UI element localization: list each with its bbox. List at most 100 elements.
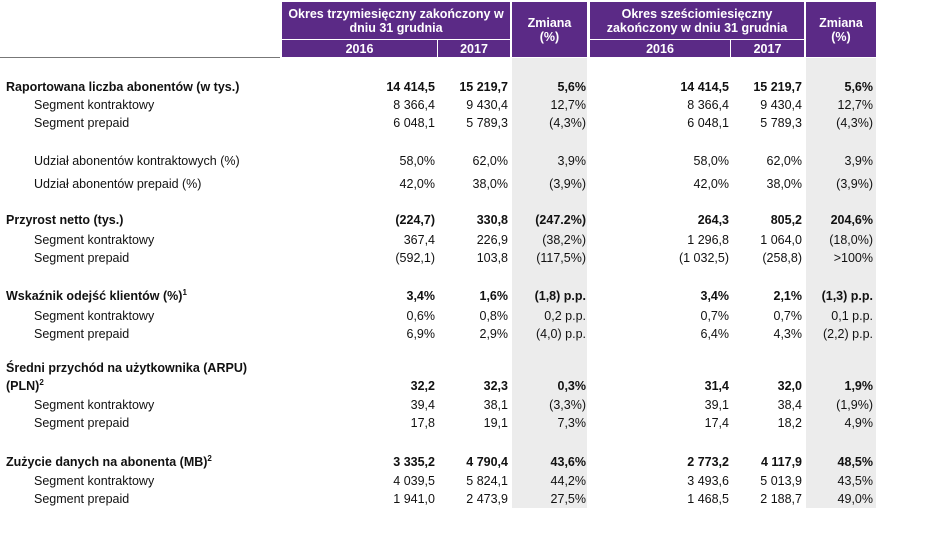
quarter-2016-cell: 8 366,4: [393, 98, 435, 112]
halfyear-2016-cell: 1 468,5: [687, 492, 729, 506]
halfyear-change-cell: 43,5%: [837, 474, 873, 488]
halfyear-2017-cell: 38,4: [777, 398, 802, 412]
quarter-change-cell: 43,6%: [550, 455, 586, 469]
quarter-2017-cell: 4 790,4: [466, 455, 508, 469]
quarter-2017-cell: 62,0%: [472, 154, 508, 168]
halfyear-2017-cell: 18,2: [777, 416, 802, 430]
halfyear-2016-cell: 42,0%: [693, 177, 729, 191]
row-label-text: Wskaźnik odejść klientów (%): [6, 289, 183, 303]
quarter-2016-cell: 32,2: [410, 379, 435, 393]
quarter-2017-cell: 15 219,7: [459, 80, 508, 94]
row-label-text: Segment kontraktowy: [34, 398, 155, 412]
quarter-2017-cell: 38,1: [483, 398, 508, 412]
halfyear-2016-cell: 1 296,8: [687, 233, 729, 247]
halfyear-2016-cell: 39,1: [704, 398, 729, 412]
row-label: Segment prepaid: [34, 490, 129, 508]
halfyear-change-cell: 49,0%: [837, 492, 873, 506]
quarter-2016-cell: 58,0%: [399, 154, 435, 168]
header-left-rule: [0, 57, 280, 58]
row-label: Segment prepaid: [34, 325, 129, 343]
quarter-change-cell: (247.2%): [535, 213, 586, 227]
halfyear-2016-cell: 14 414,5: [680, 80, 729, 94]
quarter-2017-cell: 0,8%: [479, 309, 509, 323]
halfyear-2017-cell: 38,0%: [766, 177, 802, 191]
quarter-2016-cell: 39,4: [410, 398, 435, 412]
row-label-text: Segment prepaid: [34, 251, 130, 265]
row-label-text: Segment kontraktowy: [34, 98, 155, 112]
quarter-change-cell: (4,3%): [549, 116, 586, 130]
row-label-continued: (PLN)2: [6, 377, 44, 395]
quarter-2017-cell: 38,0%: [472, 177, 508, 191]
quarter-change-cell: (38,2%): [542, 233, 586, 247]
quarter-2016-cell: (592,1): [395, 251, 435, 265]
halfyear-change-cell: (1,9%): [836, 398, 873, 412]
row-label: Wskaźnik odejść klientów (%)1: [6, 287, 187, 305]
footnote-marker: 2: [207, 453, 212, 463]
quarter-2016-cell: 4 039,5: [393, 474, 435, 488]
halfyear-change-cell: 5,6%: [844, 80, 874, 94]
quarter-change-cell: 12,7%: [550, 98, 586, 112]
halfyear-change-cell: 3,9%: [844, 154, 874, 168]
quarter-2017-cell: 2 473,9: [466, 492, 508, 506]
halfyear-2017-cell: 62,0%: [766, 154, 802, 168]
halfyear-2016-cell: 8 366,4: [687, 98, 729, 112]
halfyear-2017-cell: 9 430,4: [760, 98, 802, 112]
halfyear-change-cell: (4,3%): [836, 116, 873, 130]
quarter-change-cell: (4,0) p.p.: [535, 327, 586, 341]
halfyear-2016-cell: 0,7%: [700, 309, 730, 323]
row-label: Segment kontraktowy: [34, 396, 154, 414]
halfyear-2017-cell: 4 117,9: [760, 455, 802, 469]
halfyear-2016-cell: 31,4: [704, 379, 729, 393]
quarter-change-cell: 27,5%: [550, 492, 586, 506]
halfyear-change-cell: 1,9%: [844, 379, 874, 393]
footnote-marker: 1: [182, 287, 187, 297]
halfyear-2017-cell: 32,0: [777, 379, 802, 393]
quarter-2016-cell: 3,4%: [406, 289, 436, 303]
halfyear-2017-cell: 805,2: [770, 213, 802, 227]
halfyear-2016-cell: 3,4%: [700, 289, 730, 303]
quarter-2016-cell: (224,7): [395, 213, 435, 227]
row-label: Zużycie danych na abonenta (MB)2: [6, 453, 212, 471]
row-label-text: Segment prepaid: [34, 416, 130, 430]
row-label-text: (PLN): [6, 379, 40, 393]
quarter-change-header: Zmiana (%): [512, 2, 587, 57]
quarter-change-cell: (1,8) p.p.: [534, 289, 586, 303]
quarter-2016-cell: 14 414,5: [386, 80, 435, 94]
quarter-change-cell: 5,6%: [557, 80, 587, 94]
quarter-2017-cell: 1,6%: [479, 289, 509, 303]
halfyear-2017-cell: 2,1%: [773, 289, 803, 303]
quarter-change-cell: (3,9%): [549, 177, 586, 191]
row-label-text: Segment kontraktowy: [34, 474, 155, 488]
quarter-change-cell: 0,2 p.p.: [544, 309, 586, 323]
quarter-change-cell: 7,3%: [557, 416, 587, 430]
halfyear-2017-cell: 5 013,9: [760, 474, 802, 488]
halfyear-2016-cell: 58,0%: [693, 154, 729, 168]
row-label: Segment kontraktowy: [34, 307, 154, 325]
row-label-text: Przyrost netto (tys.): [6, 213, 124, 227]
halfyear-2016-cell: 17,4: [704, 416, 729, 430]
halfyear-2016-cell: 3 493,6: [687, 474, 729, 488]
quarter-2016-cell: 1 941,0: [393, 492, 435, 506]
footnote-marker: 2: [39, 377, 44, 387]
row-label-text: Segment prepaid: [34, 492, 130, 506]
quarter-2017-cell: 5 789,3: [466, 116, 508, 130]
halfyear-change-cell: 0,1 p.p.: [831, 309, 873, 323]
halfyear-change-shade: [806, 58, 876, 508]
row-label-text: Zużycie danych na abonenta (MB): [6, 455, 208, 469]
row-label: Raportowana liczba abonentów (w tys.): [6, 78, 239, 96]
quarter-2016-cell: 6,9%: [406, 327, 436, 341]
halfyear-2017-cell: 5 789,3: [760, 116, 802, 130]
quarter-2016-cell: 42,0%: [399, 177, 435, 191]
row-label-text: Raportowana liczba abonentów (w tys.): [6, 80, 240, 94]
row-label: Udział abonentów prepaid (%): [34, 175, 201, 193]
halfyear-2017-cell: 1 064,0: [760, 233, 802, 247]
row-label: Przyrost netto (tys.): [6, 211, 123, 229]
quarter-2016-cell: 17,8: [410, 416, 435, 430]
halfyear-2017-cell: 0,7%: [773, 309, 803, 323]
quarter-2016-cell: 6 048,1: [393, 116, 435, 130]
halfyear-group-header: Okres sześciomiesięczny zakończony w dni…: [590, 2, 804, 39]
halfyear-change-cell: >100%: [833, 251, 873, 265]
quarter-change-cell: 0,3%: [557, 379, 587, 393]
row-label: Średni przychód na użytkownika (ARPU): [6, 361, 248, 375]
halfyear-2017-cell: (258,8): [762, 251, 802, 265]
